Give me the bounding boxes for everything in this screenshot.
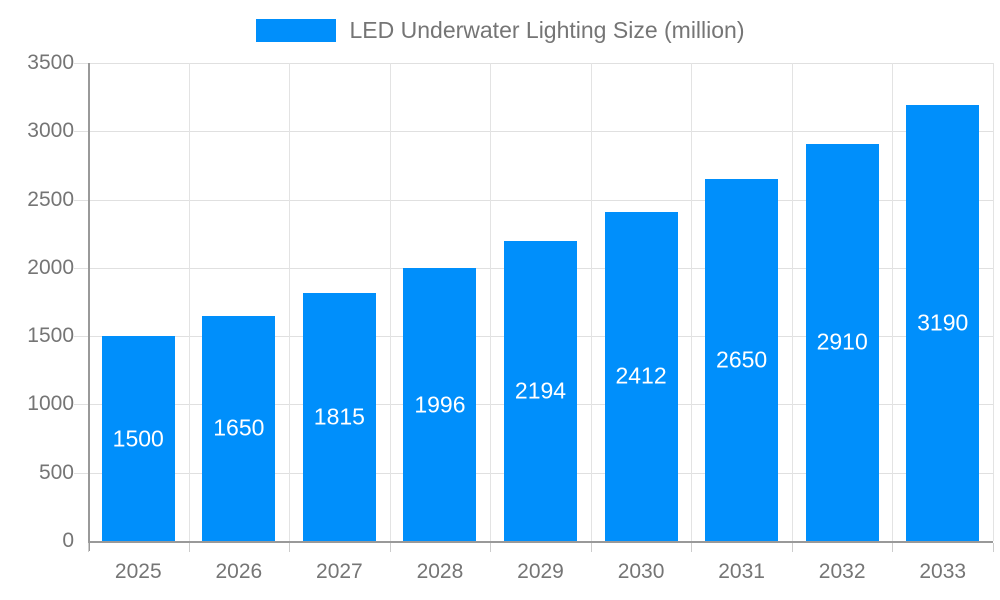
gridline: [74, 63, 993, 64]
gridline: [791, 63, 793, 541]
y-axis-tick-label: 1500: [27, 324, 74, 348]
legend: LED Underwater Lighting Size (million): [0, 17, 1000, 44]
y-axis-tick-label: 500: [38, 460, 74, 484]
x-axis-tick-label: 2026: [215, 560, 263, 583]
y-axis-tick-label: 3000: [27, 119, 74, 143]
bar-value-label: 2650: [716, 346, 768, 373]
x-axis-tick: [791, 543, 793, 552]
x-axis-tick: [590, 543, 592, 552]
y-axis-tick-label: 3500: [27, 51, 74, 74]
bar-2033[interactable]: 3190: [906, 105, 980, 541]
bar-value-label: 2194: [514, 377, 567, 404]
x-axis-tick: [892, 543, 894, 552]
x-axis-tick: [88, 543, 89, 552]
x-axis-tick-label: 2033: [919, 560, 967, 583]
bar-value-label: 1815: [313, 403, 365, 430]
bar-value-label: 3190: [917, 309, 969, 336]
bar-2025[interactable]: 1500: [101, 336, 175, 541]
x-axis-tick-label: 2029: [517, 560, 564, 583]
bar-2029[interactable]: 2194: [504, 241, 577, 541]
legend-swatch[interactable]: [255, 19, 336, 42]
plot-area: 0 500 1000 1500 2000 2500 3000 3500 2025 2026 202…: [27, 51, 994, 583]
bar-2031[interactable]: 2650: [705, 179, 779, 541]
x-axis-tick-label: 2027: [316, 560, 363, 583]
bar-2032[interactable]: 2910: [805, 143, 879, 541]
x-axis-tick-label: 2030: [617, 560, 665, 583]
gridline: [289, 63, 291, 541]
gridline: [74, 131, 993, 133]
bar-2026[interactable]: 1650: [202, 315, 276, 541]
bar-2027[interactable]: 1815: [302, 293, 376, 541]
x-axis-tick: [289, 543, 291, 552]
legend-label[interactable]: LED Underwater Lighting Size (million): [349, 17, 745, 43]
gridline: [691, 63, 693, 541]
y-axis-tick-label: 2000: [27, 255, 74, 279]
bar-value-label: 2910: [816, 328, 868, 355]
y-axis-tick-label: 2500: [27, 187, 74, 211]
y-axis-line: [88, 63, 90, 551]
x-axis-tick-label: 2031: [718, 560, 765, 583]
x-axis-line: [88, 541, 993, 543]
x-axis-tick-label: 2025: [114, 560, 162, 583]
x-axis-tick: [993, 543, 994, 552]
gridline: [74, 199, 993, 201]
gridline: [389, 63, 391, 541]
gridline: [188, 63, 190, 541]
y-axis-tick-label: 0: [62, 529, 74, 552]
bar-value-label: 1500: [112, 425, 164, 452]
y-axis-tick-label: 1000: [27, 392, 74, 416]
x-axis-tick: [389, 543, 391, 552]
bar-2028[interactable]: 1996: [403, 268, 477, 541]
bar-2030[interactable]: 2412: [604, 211, 678, 541]
bar-value-label: 1996: [414, 391, 466, 418]
bar-value-label: 1650: [213, 414, 265, 441]
gridline: [490, 63, 492, 541]
x-axis-tick-label: 2028: [416, 560, 464, 583]
x-axis-tick-label: 2032: [818, 560, 866, 583]
x-axis-tick: [188, 543, 190, 552]
gridline: [590, 63, 592, 541]
gridline: [993, 63, 994, 541]
x-axis-tick: [691, 543, 693, 552]
gridline: [892, 63, 894, 541]
bar-value-label: 2412: [615, 362, 667, 389]
x-axis-tick: [490, 543, 492, 552]
